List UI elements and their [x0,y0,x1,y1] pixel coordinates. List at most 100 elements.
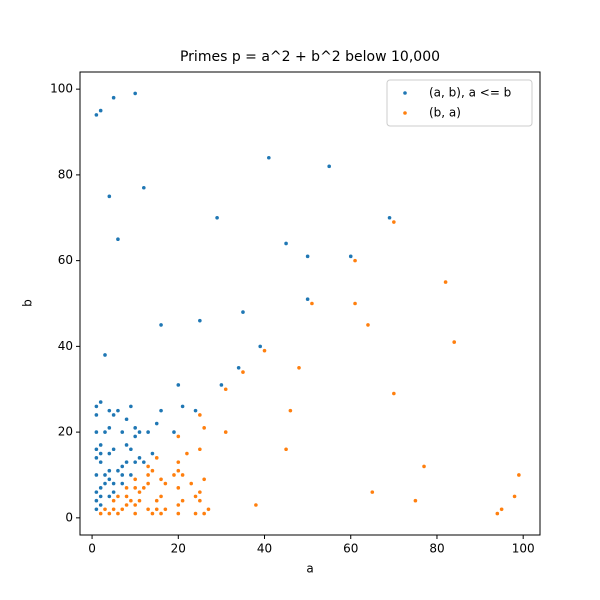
point [103,507,107,512]
point [133,91,137,96]
point [517,473,521,477]
point [133,426,137,430]
y-tick-label: 20 [58,425,73,439]
point [146,430,150,434]
point [284,241,288,246]
point [223,387,228,392]
point [241,370,245,374]
point [154,456,159,460]
point [94,447,99,452]
point [146,473,150,477]
plot-frame [79,71,541,536]
point [133,486,137,490]
point [392,391,396,396]
y-tick-label: 0 [65,510,73,524]
point [172,473,176,477]
point [124,494,129,499]
point [198,318,202,323]
y-axis-label: b [21,299,35,307]
point [154,507,159,512]
point [198,413,202,417]
x-tick-label: 60 [343,542,358,556]
point [202,426,206,430]
point [94,456,99,460]
point [103,473,107,477]
point [176,468,181,473]
point [150,511,155,516]
point [241,310,245,314]
point [223,430,228,434]
point [262,348,267,353]
point [111,490,116,494]
point [116,511,120,516]
point [422,464,426,469]
point [154,421,159,426]
point [94,490,99,494]
point [176,434,181,439]
point [98,108,103,113]
point [310,301,314,306]
point [236,366,241,370]
point [366,323,370,327]
point [215,215,219,220]
point [159,494,163,499]
point [176,503,181,507]
point [443,280,448,284]
point [284,447,288,452]
point [129,404,133,409]
point [512,494,517,499]
point [103,353,107,357]
point [159,477,163,482]
point [206,507,211,512]
point [150,451,155,456]
point [198,498,202,503]
point [107,408,112,413]
point [98,443,103,447]
point [327,164,331,169]
x-axis-label: a [306,562,313,576]
point [202,477,206,482]
x-tick-label: 100 [512,542,535,556]
point [120,481,125,486]
point [129,498,133,503]
point [392,220,396,224]
point [267,155,271,160]
point [111,95,116,100]
point [176,486,181,490]
point [94,507,99,512]
point [176,511,181,516]
point [111,507,116,512]
point [150,468,155,473]
point [305,297,310,302]
point [94,430,99,434]
point [452,340,457,344]
point [107,468,112,473]
point [98,511,103,516]
point [107,194,112,199]
point [98,503,103,507]
point [124,486,129,490]
point [116,468,120,473]
point [107,451,112,456]
y-tick-label: 80 [58,167,73,181]
point [98,494,103,499]
point [116,494,120,499]
point [107,426,112,430]
point [116,237,120,241]
point [94,413,99,417]
point [159,511,163,516]
y-tick-label: 100 [50,82,73,96]
point [129,447,133,452]
point [111,498,116,503]
point [133,511,137,516]
x-tick-label: 0 [88,542,96,556]
point [111,413,116,417]
point [159,408,163,413]
point [107,494,112,499]
point [193,511,198,516]
point [180,404,185,409]
point [137,498,142,503]
point [288,408,293,413]
point [133,434,137,439]
